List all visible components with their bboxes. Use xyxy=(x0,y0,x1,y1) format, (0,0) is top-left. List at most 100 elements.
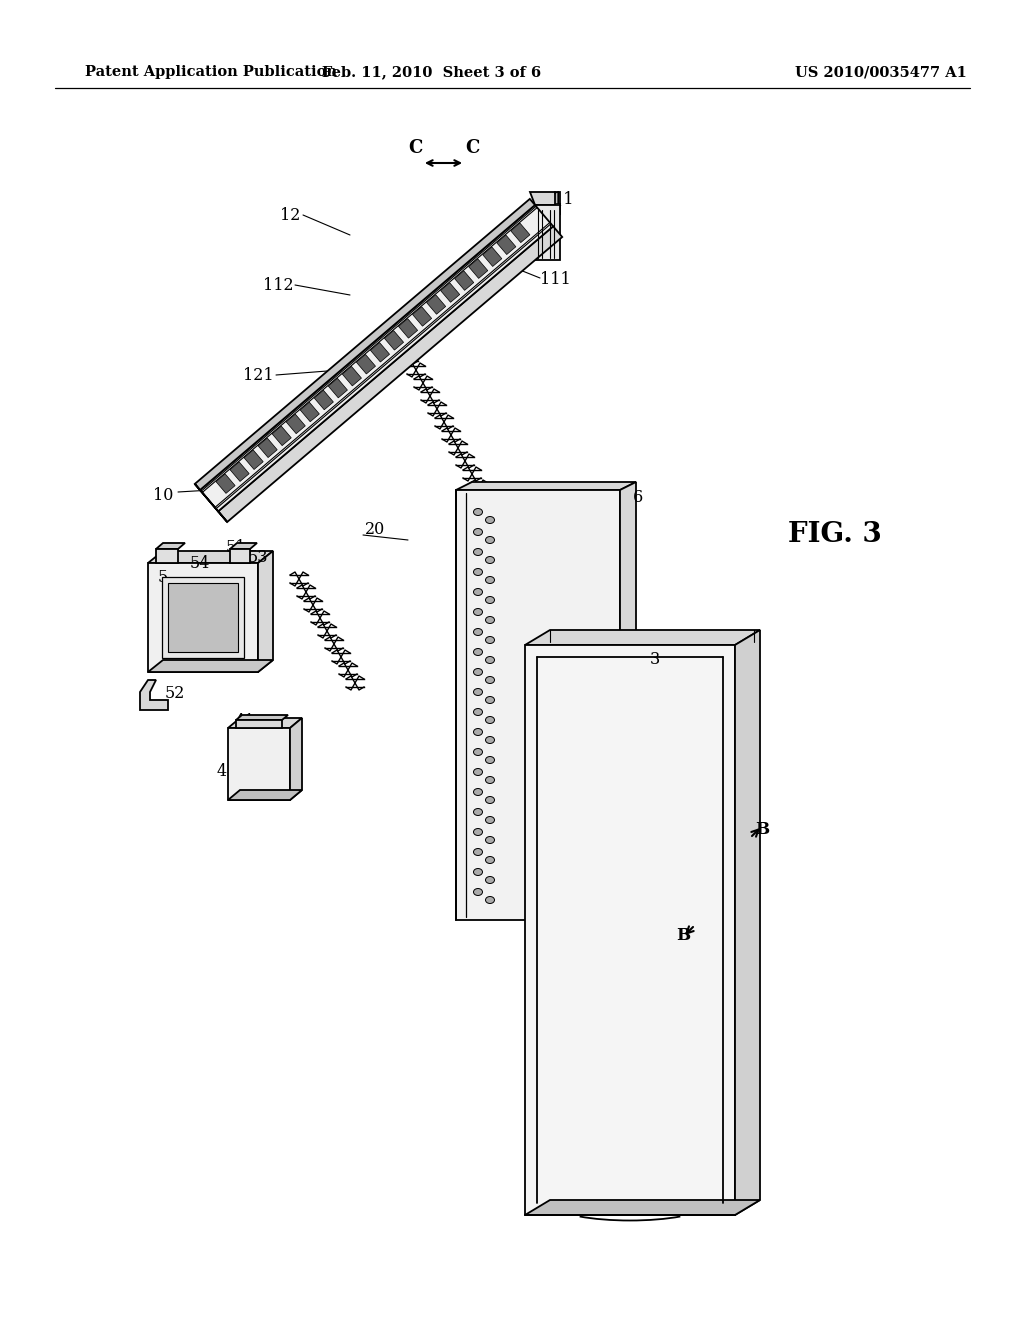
Text: 51: 51 xyxy=(225,540,246,557)
Ellipse shape xyxy=(473,788,482,796)
Text: C: C xyxy=(408,139,422,157)
Text: 111: 111 xyxy=(540,272,570,289)
Polygon shape xyxy=(230,462,249,482)
Polygon shape xyxy=(200,205,553,511)
Ellipse shape xyxy=(473,748,482,755)
Polygon shape xyxy=(456,482,636,490)
Polygon shape xyxy=(228,718,302,729)
Ellipse shape xyxy=(485,857,495,863)
Polygon shape xyxy=(195,484,227,521)
Text: C: C xyxy=(465,139,479,157)
Polygon shape xyxy=(384,330,403,350)
Polygon shape xyxy=(156,543,185,549)
Polygon shape xyxy=(230,549,250,564)
Text: 121: 121 xyxy=(243,367,273,384)
Ellipse shape xyxy=(473,888,482,895)
Polygon shape xyxy=(258,438,278,458)
Polygon shape xyxy=(168,583,238,652)
Polygon shape xyxy=(535,205,560,260)
Polygon shape xyxy=(148,564,258,672)
Polygon shape xyxy=(228,729,290,800)
Polygon shape xyxy=(218,226,562,521)
Polygon shape xyxy=(482,247,502,267)
Ellipse shape xyxy=(473,808,482,816)
Ellipse shape xyxy=(485,516,495,524)
Polygon shape xyxy=(620,482,636,920)
Ellipse shape xyxy=(473,609,482,615)
Text: 11: 11 xyxy=(553,191,573,209)
Polygon shape xyxy=(290,718,302,800)
Polygon shape xyxy=(314,391,334,409)
Polygon shape xyxy=(140,680,168,710)
Polygon shape xyxy=(244,450,263,470)
Text: FIG. 3: FIG. 3 xyxy=(788,521,882,549)
Polygon shape xyxy=(398,318,418,338)
Text: 52: 52 xyxy=(165,685,185,701)
Text: B: B xyxy=(755,821,769,838)
Ellipse shape xyxy=(473,569,482,576)
Ellipse shape xyxy=(485,697,495,704)
Polygon shape xyxy=(272,426,291,446)
Text: 41: 41 xyxy=(234,714,255,730)
Text: 3: 3 xyxy=(650,652,660,668)
Polygon shape xyxy=(511,223,529,243)
Polygon shape xyxy=(427,294,445,314)
Polygon shape xyxy=(497,235,516,255)
Text: Feb. 11, 2010  Sheet 3 of 6: Feb. 11, 2010 Sheet 3 of 6 xyxy=(323,65,542,79)
Ellipse shape xyxy=(473,709,482,715)
Polygon shape xyxy=(371,342,389,362)
Ellipse shape xyxy=(485,636,495,644)
Polygon shape xyxy=(469,259,487,279)
Ellipse shape xyxy=(473,729,482,735)
Ellipse shape xyxy=(473,689,482,696)
Polygon shape xyxy=(356,355,376,374)
Ellipse shape xyxy=(473,549,482,556)
Ellipse shape xyxy=(485,876,495,883)
Ellipse shape xyxy=(485,717,495,723)
Ellipse shape xyxy=(485,776,495,784)
Ellipse shape xyxy=(485,837,495,843)
Ellipse shape xyxy=(473,508,482,516)
Ellipse shape xyxy=(473,589,482,595)
Polygon shape xyxy=(329,379,347,397)
Polygon shape xyxy=(162,577,244,657)
Polygon shape xyxy=(236,715,288,719)
Ellipse shape xyxy=(473,668,482,676)
Text: 12: 12 xyxy=(280,206,300,223)
Polygon shape xyxy=(286,414,305,434)
Polygon shape xyxy=(455,271,474,290)
Ellipse shape xyxy=(485,796,495,804)
Ellipse shape xyxy=(485,536,495,544)
Ellipse shape xyxy=(473,628,482,635)
Polygon shape xyxy=(525,645,735,1214)
Polygon shape xyxy=(530,191,560,205)
Ellipse shape xyxy=(485,577,495,583)
Text: US 2010/0035477 A1: US 2010/0035477 A1 xyxy=(795,65,967,79)
Polygon shape xyxy=(216,474,236,494)
Polygon shape xyxy=(148,550,273,564)
Text: 6: 6 xyxy=(633,488,643,506)
Polygon shape xyxy=(525,1200,760,1214)
Polygon shape xyxy=(456,490,620,920)
Polygon shape xyxy=(195,199,535,490)
Text: 4: 4 xyxy=(217,763,227,780)
Polygon shape xyxy=(735,630,760,1214)
Ellipse shape xyxy=(485,557,495,564)
Text: 112: 112 xyxy=(263,276,293,293)
Ellipse shape xyxy=(485,756,495,763)
Polygon shape xyxy=(258,550,273,672)
Polygon shape xyxy=(440,282,460,302)
Ellipse shape xyxy=(485,817,495,824)
Ellipse shape xyxy=(485,656,495,664)
Text: Patent Application Publication: Patent Application Publication xyxy=(85,65,337,79)
Ellipse shape xyxy=(485,597,495,603)
Ellipse shape xyxy=(473,768,482,776)
Polygon shape xyxy=(228,789,302,800)
Ellipse shape xyxy=(473,528,482,536)
Ellipse shape xyxy=(485,616,495,623)
Text: B: B xyxy=(676,927,690,944)
Polygon shape xyxy=(555,191,560,215)
Ellipse shape xyxy=(473,869,482,875)
Polygon shape xyxy=(156,549,178,564)
Ellipse shape xyxy=(485,737,495,743)
